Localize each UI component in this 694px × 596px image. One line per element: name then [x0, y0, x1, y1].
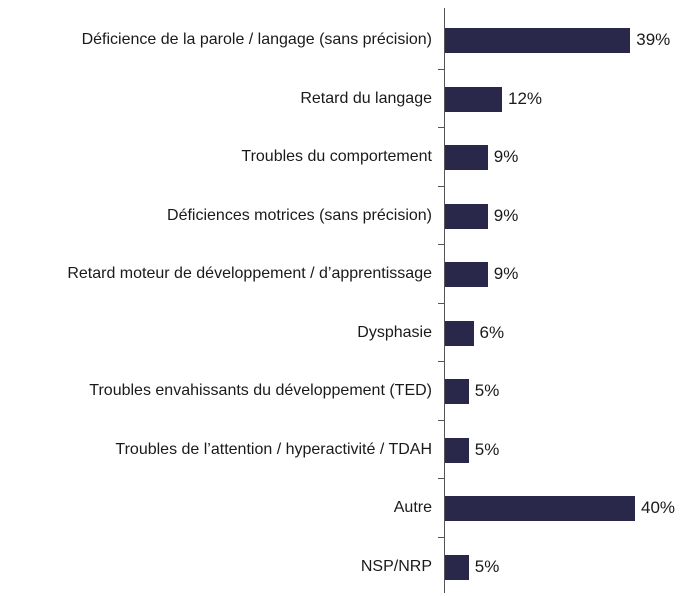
category-label-box: Autre: [4, 479, 432, 537]
bar: [445, 145, 488, 170]
axis-tick: [438, 185, 444, 187]
category-label: Déficiences motrices (sans précision): [167, 206, 432, 224]
data-label: 5%: [474, 556, 500, 576]
bar: [445, 496, 635, 521]
bar-row: Déficiences motrices (sans précision) 9%: [0, 187, 694, 245]
category-label-box: Dysphasie: [4, 304, 432, 362]
axis-tick: [438, 127, 444, 128]
category-label-box: Retard moteur de développement / d’appre…: [4, 245, 432, 303]
data-label: 5%: [474, 439, 500, 459]
bar-row: Retard du langage 12%: [0, 70, 694, 128]
category-label-box: Déficiences motrices (sans précision): [4, 187, 432, 245]
category-label-box: NSP/NRP: [4, 538, 432, 596]
category-label: NSP/NRP: [360, 557, 432, 575]
bar: [445, 203, 488, 229]
category-label-box: Déficience de la parole / langage (sans …: [4, 11, 432, 69]
bar: [445, 86, 502, 112]
data-label: 5%: [474, 381, 500, 400]
data-label: 6%: [479, 322, 505, 342]
category-label-box: Troubles envahissants du développement (…: [4, 362, 432, 420]
axis-tick: [438, 361, 444, 362]
axis-line: [444, 8, 445, 593]
category-label: Retard moteur de développement / d’appre…: [67, 265, 432, 282]
data-label: 39%: [636, 30, 671, 49]
axis-tick: [438, 302, 444, 304]
bar: [445, 379, 469, 404]
category-label: Déficience de la parole / langage (sans …: [81, 31, 432, 48]
bar: [445, 437, 469, 463]
data-label: 9%: [493, 147, 519, 166]
category-label: Retard du langage: [300, 89, 432, 107]
axis-tick: [438, 478, 444, 479]
bar-row: NSP/NRP 5%: [0, 538, 694, 596]
category-label: Autre: [393, 499, 432, 516]
bar-row: Déficience de la parole / langage (sans …: [0, 11, 694, 69]
category-label: Troubles du comportement: [241, 148, 432, 165]
bar-row: Troubles de l’attention / hyperactivité …: [0, 421, 694, 479]
bar-row: Troubles du comportement 9%: [0, 128, 694, 186]
bar-row: Troubles envahissants du développement (…: [0, 362, 694, 420]
axis-tick: [438, 244, 444, 245]
bar-row: Retard moteur de développement / d’appre…: [0, 245, 694, 303]
category-label-box: Troubles du comportement: [4, 128, 432, 186]
category-label: Dysphasie: [357, 323, 432, 341]
axis-tick: [438, 536, 444, 538]
bar: [445, 28, 631, 53]
axis-tick: [438, 419, 444, 421]
data-label: 9%: [493, 264, 519, 283]
bar: [445, 262, 488, 287]
category-label: Troubles envahissants du développement (…: [89, 382, 432, 399]
bar: [445, 320, 474, 346]
data-label: 40%: [641, 498, 676, 517]
data-label: 12%: [508, 88, 543, 108]
bar: [445, 554, 469, 580]
axis-tick: [438, 68, 444, 70]
bar-row: Autre 40%: [0, 479, 694, 537]
data-label: 9%: [493, 205, 519, 225]
category-label: Troubles de l’attention / hyperactivité …: [115, 440, 432, 458]
bar-row: Dysphasie 6%: [0, 304, 694, 362]
category-label-box: Troubles de l’attention / hyperactivité …: [4, 421, 432, 479]
category-label-box: Retard du langage: [4, 70, 432, 128]
